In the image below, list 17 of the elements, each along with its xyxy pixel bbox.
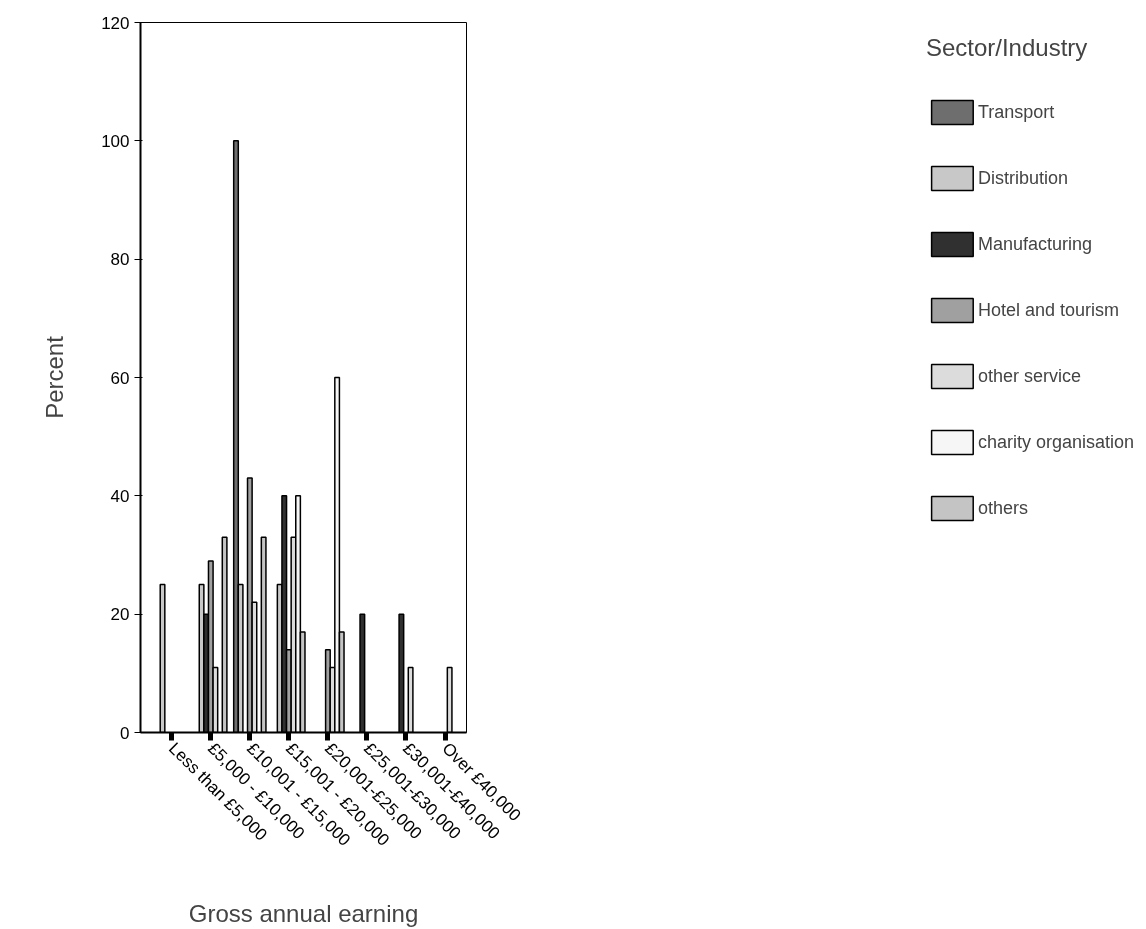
legend-label: Distribution [977,167,1068,189]
y-axis-title: Percent [41,335,69,419]
legend-label: others [977,497,1028,519]
y-tick-label: 40 [110,486,130,506]
y-tick-label: 0 [120,723,130,743]
legend-label: Hotel and tourism [977,299,1119,321]
y-tick-label: 120 [101,13,130,33]
legend-label: other service [977,365,1081,387]
y-tick-label: 20 [110,605,130,625]
legend-label: Manufacturing [977,233,1092,255]
legend-label: charity organisation [977,431,1134,453]
y-tick-label: 100 [101,131,130,151]
legend-label: Transport [977,101,1055,123]
y-tick-label: 60 [110,368,130,388]
x-axis-title: Gross annual earning [188,899,419,927]
y-tick-label: 80 [110,250,130,270]
legend-title: Sector/Industry [925,34,1089,62]
